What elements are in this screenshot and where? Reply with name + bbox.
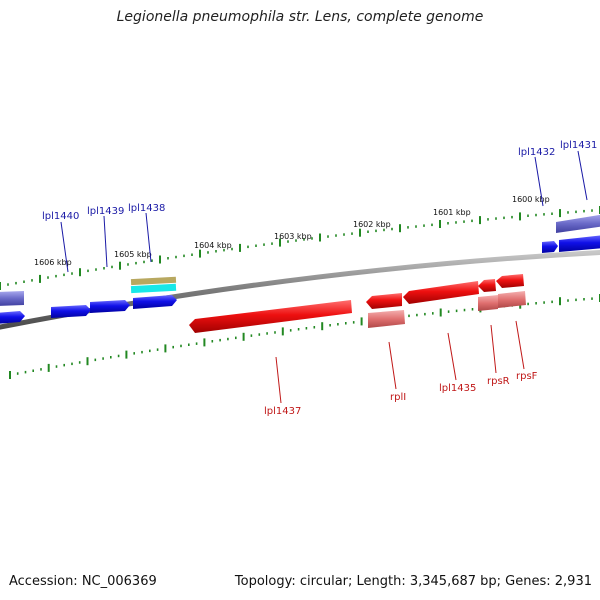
rna-feature-rplI[interactable] bbox=[368, 310, 405, 328]
leader-rplI bbox=[388, 341, 397, 390]
gene-arrow-lpl1435[interactable] bbox=[403, 281, 479, 304]
gene-label-lpl1435[interactable]: lpl1435 bbox=[439, 383, 476, 394]
feature-olive[interactable] bbox=[130, 276, 177, 286]
leader-lpl1437 bbox=[275, 356, 282, 404]
gene-arrow-lpl1431[interactable] bbox=[559, 235, 600, 252]
tick-label-1600: 1600 kbp bbox=[512, 195, 550, 204]
forward-strand-features bbox=[0, 214, 600, 324]
gene-arrow-lpl1437[interactable] bbox=[189, 300, 352, 333]
gene-label-lpl1439[interactable]: lpl1439 bbox=[87, 206, 124, 217]
gene-label-lpl1431[interactable]: lpl1431 bbox=[560, 140, 597, 151]
gene-arrow-lpl1440[interactable] bbox=[51, 305, 91, 318]
tick-label-1603: 1603 kbp bbox=[274, 232, 312, 241]
rna-feature-rpsR[interactable] bbox=[478, 295, 498, 311]
rna-feature-rpsF[interactable] bbox=[498, 291, 526, 308]
gene-arrow-lpl1438[interactable] bbox=[133, 295, 177, 309]
leader-lpl1438 bbox=[145, 212, 152, 263]
leader-lpl1440 bbox=[60, 221, 69, 273]
gene-arrow-rpsR[interactable] bbox=[478, 279, 496, 292]
tick-label-1604: 1604 kbp bbox=[194, 241, 232, 250]
tick-label-1606: 1606 kbp bbox=[34, 258, 72, 267]
tick-label-1601: 1601 kbp bbox=[433, 208, 471, 217]
gene-arrow-lpl1432[interactable] bbox=[542, 241, 558, 253]
gene-arrow-rpsF[interactable] bbox=[496, 274, 524, 288]
gene-label-rpsR[interactable]: rpsR bbox=[487, 376, 510, 387]
gene-arrow-lpl1439[interactable] bbox=[90, 300, 130, 313]
accession-text: Accession: NC_006369 bbox=[9, 574, 157, 589]
feature-cyan[interactable] bbox=[130, 283, 177, 294]
gene-label-lpl1432[interactable]: lpl1432 bbox=[518, 147, 555, 158]
gene-arrow-rplI[interactable] bbox=[366, 293, 402, 309]
gene-arrow-forward[interactable] bbox=[0, 311, 25, 324]
leader-rpsR bbox=[490, 324, 497, 374]
leader-rpsF bbox=[515, 320, 525, 370]
gene-label-lpl1437[interactable]: lpl1437 bbox=[264, 406, 301, 417]
leader-lpl1431 bbox=[577, 150, 588, 201]
gene-arrow-forward[interactable] bbox=[0, 291, 24, 306]
label-leaders bbox=[60, 150, 588, 404]
outer-scale-track bbox=[0, 206, 600, 290]
tick-label-1605: 1605 kbp bbox=[114, 250, 152, 259]
gene-label-lpl1438[interactable]: lpl1438 bbox=[128, 203, 165, 214]
genome-title: Legionella pneumophila str. Lens, comple… bbox=[116, 9, 484, 25]
feature-violet[interactable] bbox=[556, 214, 600, 233]
leader-lpl1435 bbox=[447, 332, 457, 381]
reverse-strand-features bbox=[189, 274, 526, 333]
gene-label-lpl1440[interactable]: lpl1440 bbox=[42, 211, 79, 222]
gene-label-rplI[interactable]: rplI bbox=[390, 392, 406, 403]
genome-summary-text: Topology: circular; Length: 3,345,687 bp… bbox=[234, 574, 592, 589]
gene-label-rpsF[interactable]: rpsF bbox=[516, 371, 538, 382]
tick-label-1602: 1602 kbp bbox=[353, 220, 391, 229]
leader-lpl1439 bbox=[103, 215, 108, 268]
leader-lpl1432 bbox=[534, 156, 544, 207]
